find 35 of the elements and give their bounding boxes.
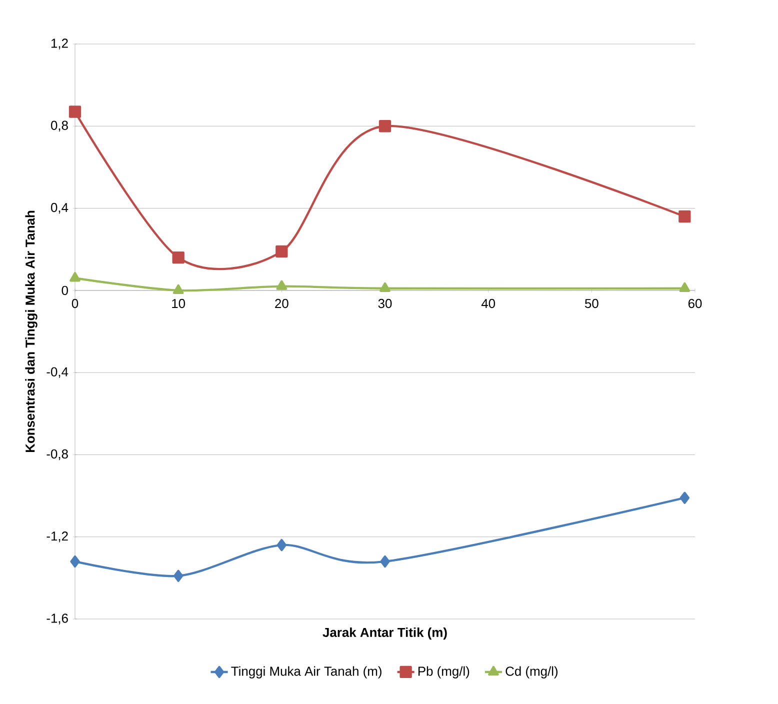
point — [68, 106, 82, 118]
point — [174, 570, 184, 582]
legend-label: Pb (mg/l) — [418, 666, 470, 678]
y-tick-label: -1,6 — [46, 614, 68, 624]
point — [172, 284, 184, 294]
y-tick-label: 0 — [62, 286, 68, 296]
point — [380, 282, 390, 292]
x-tick-label: 10 — [172, 298, 186, 308]
x-tick-label: 30 — [378, 298, 392, 308]
point — [172, 251, 184, 264]
point — [70, 272, 80, 282]
y-tick-label: -0,8 — [46, 449, 68, 460]
x-tick-label: 40 — [481, 298, 496, 308]
point — [380, 555, 390, 568]
y-axis-title: Konsentrasi dan Tinggi Muka Air Tanah — [25, 210, 38, 452]
legend-label: Cd (mg/l) — [506, 666, 558, 678]
point — [678, 210, 691, 223]
y-tick-label: 0,8 — [50, 120, 68, 132]
point — [679, 282, 690, 292]
x-tick-label: 20 — [275, 298, 288, 308]
y-tick-label: -0,4 — [46, 367, 68, 378]
x-tick-label: 60 — [688, 298, 702, 308]
point — [680, 492, 690, 504]
x-tick-label: 50 — [584, 298, 598, 308]
y-tick-label: 1,2 — [51, 38, 68, 50]
point — [276, 280, 288, 290]
legend-label: Tinggi Muka Air Tanah (m) — [231, 666, 382, 678]
x-tick-label: 0 — [72, 298, 78, 308]
point — [276, 245, 288, 258]
point — [70, 555, 80, 568]
point — [378, 120, 392, 132]
y-tick-label: 0,4 — [50, 202, 68, 214]
y-tick-label: -1,2 — [46, 532, 68, 542]
point — [276, 538, 286, 552]
x-axis-title: Jarak Antar Titik (m) — [322, 627, 447, 640]
